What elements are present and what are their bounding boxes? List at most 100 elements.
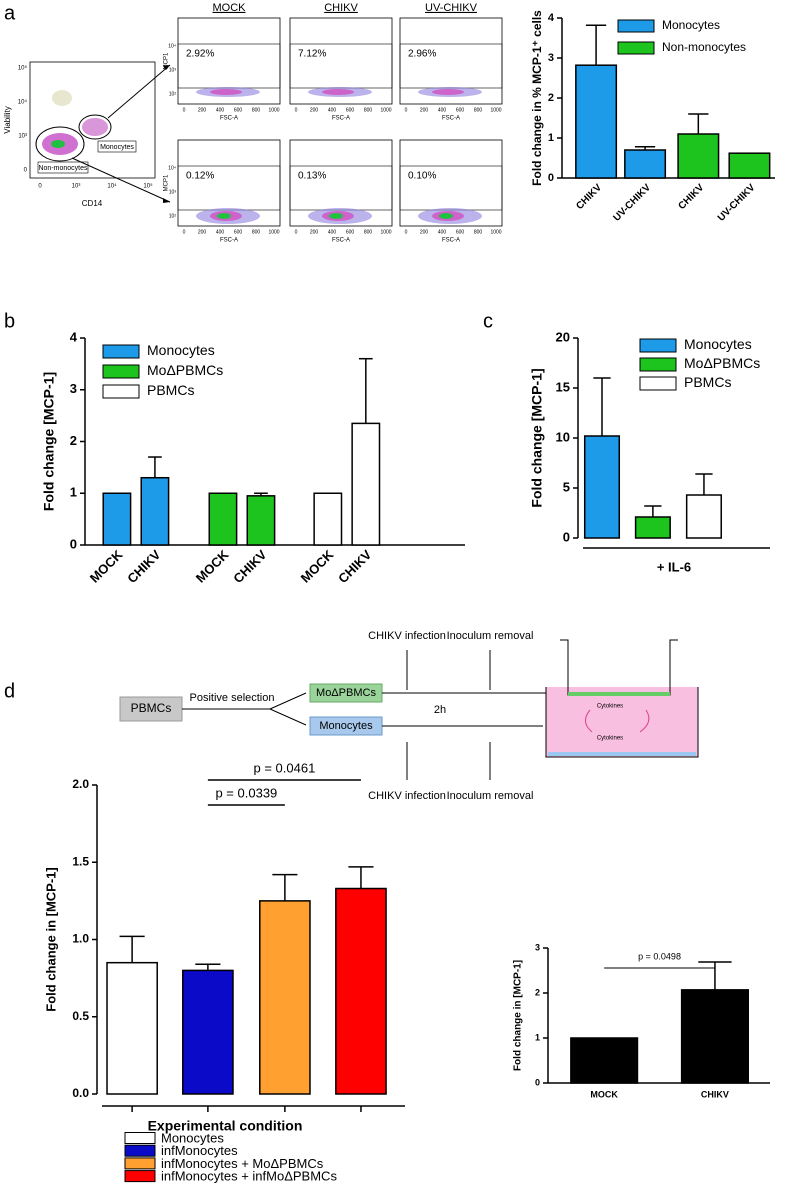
y-tick-label: 15 bbox=[556, 379, 570, 394]
y-tick-label: 4 bbox=[548, 12, 555, 24]
insert bbox=[560, 639, 678, 696]
y-tick-label: 0.5 bbox=[72, 1009, 89, 1023]
tick-label: 0 bbox=[38, 184, 42, 190]
y-tick-label: 1 bbox=[70, 485, 77, 500]
tick-label: 10⁴ bbox=[168, 165, 176, 171]
y-axis-label: Fold change in [MCP-1] bbox=[43, 867, 58, 1011]
gate bbox=[78, 114, 112, 140]
gate-percent: 0.13% bbox=[298, 171, 326, 182]
legend-swatch bbox=[639, 376, 677, 391]
p-value: p = 0.0339 bbox=[215, 785, 277, 800]
tick-label: 0 bbox=[405, 107, 408, 113]
gate-percent: 2.96% bbox=[408, 49, 436, 60]
legend-label: MoΔPBMCs bbox=[147, 362, 223, 378]
gate-label: Non-monocytes bbox=[38, 165, 88, 172]
axis-label: FSC-A bbox=[332, 238, 350, 244]
tick-label: 800 bbox=[474, 107, 483, 113]
panel-label: d bbox=[4, 680, 15, 702]
step-label: CHIKV infection bbox=[368, 630, 446, 642]
tick-label: 10³ bbox=[169, 67, 177, 73]
x-tick-label: UV-CHIKV bbox=[716, 182, 758, 224]
gate-label-box bbox=[97, 140, 137, 153]
axis-label: MCP1 bbox=[164, 52, 170, 69]
y-tick-label: 1.0 bbox=[72, 932, 89, 946]
flow-arrow bbox=[639, 709, 650, 733]
time-label: 2h bbox=[434, 704, 446, 716]
tick-label: 10³ bbox=[169, 189, 177, 195]
bar bbox=[728, 152, 771, 179]
y-tick-label: 1.5 bbox=[72, 854, 89, 868]
gate-label: Monocytes bbox=[100, 144, 134, 151]
tick-label: 200 bbox=[420, 107, 429, 113]
tick-label: 800 bbox=[474, 229, 483, 235]
box-label: MoΔPBMCs bbox=[316, 687, 376, 699]
column-header: UV-CHIKV bbox=[425, 2, 478, 14]
p-value: p = 0.0461 bbox=[254, 760, 316, 775]
legend-label: infMonocytes bbox=[161, 1143, 238, 1158]
box-label: PBMCs bbox=[131, 701, 172, 715]
cytokine-label: Cytokines bbox=[597, 736, 623, 742]
cell-layer bbox=[568, 692, 670, 696]
density bbox=[51, 140, 65, 148]
column-header: CHIKV bbox=[324, 2, 358, 14]
tick-label: 10² bbox=[169, 91, 177, 97]
tick-label: 1000 bbox=[380, 107, 391, 113]
diagram: PBMCs Positive selection MoΔPBMCs Monocy… bbox=[119, 630, 699, 802]
x-tick-label: MOCK bbox=[298, 547, 337, 586]
arrow-head bbox=[163, 198, 170, 203]
legend-label: Monocytes bbox=[147, 342, 215, 358]
tick-label: 600 bbox=[456, 107, 465, 113]
well-wall bbox=[545, 687, 699, 758]
tick-label: 10⁵ bbox=[143, 183, 153, 190]
x-tick-label: CHIKV bbox=[701, 1089, 729, 1099]
legend-label: infMonocytes + MoΔPBMCs bbox=[161, 1156, 324, 1171]
bar bbox=[351, 422, 381, 546]
tick-label: 600 bbox=[346, 229, 355, 235]
tick-label: 400 bbox=[328, 107, 337, 113]
tick-label: 0 bbox=[295, 107, 298, 113]
bar bbox=[335, 887, 387, 1095]
step-label: Inoculum removal bbox=[447, 630, 534, 642]
tick-label: 400 bbox=[216, 107, 225, 113]
tick-label: 0 bbox=[405, 229, 408, 235]
legend-label: PBMCs bbox=[684, 374, 731, 390]
tick-label: 1000 bbox=[490, 107, 501, 113]
axis-label: FSC-A bbox=[442, 238, 460, 244]
bar bbox=[685, 494, 722, 539]
y-tick-label: 0.0 bbox=[72, 1086, 89, 1100]
gate-percent: 7.12% bbox=[298, 49, 326, 60]
tick-label: 10⁴ bbox=[107, 183, 117, 190]
flow-arrow bbox=[585, 709, 593, 733]
y-tick-label: 0 bbox=[548, 172, 554, 184]
x-tick-label: CHIKV bbox=[335, 547, 374, 586]
bar bbox=[313, 492, 343, 546]
panel-label: c bbox=[483, 310, 493, 332]
bar bbox=[246, 495, 276, 546]
y-tick-label: 2 bbox=[70, 433, 77, 448]
cytokine-label: Cytokines bbox=[597, 704, 623, 710]
bar bbox=[208, 492, 238, 546]
axis-label: Viability bbox=[3, 106, 12, 133]
legend-label: PBMCs bbox=[147, 382, 194, 398]
legend-swatch bbox=[124, 1144, 156, 1157]
legend-label: infMonocytes + infMoΔPBMCs bbox=[161, 1169, 337, 1184]
y-axis-label: Fold change [MCP-1] bbox=[41, 372, 57, 511]
tick-label: 600 bbox=[346, 107, 355, 113]
tick-label: 600 bbox=[234, 229, 243, 235]
tick-label: 1000 bbox=[380, 229, 391, 235]
density bbox=[322, 89, 354, 95]
y-tick-label: 3 bbox=[70, 381, 77, 396]
panel-label: a bbox=[4, 2, 16, 24]
y-axis-label: Fold change in [MCP-1] bbox=[513, 960, 524, 1071]
legend-swatch bbox=[124, 1157, 156, 1170]
y-tick-label: 1 bbox=[548, 132, 554, 144]
y-tick-label: 1 bbox=[535, 1032, 540, 1042]
y-tick-label: 3 bbox=[548, 52, 554, 64]
axis-label: FSC-A bbox=[442, 116, 460, 122]
gate-percent: 0.10% bbox=[408, 171, 436, 182]
y-tick-label: 0 bbox=[535, 1077, 540, 1087]
x-axis-label: + IL-6 bbox=[657, 559, 691, 574]
legend-swatch bbox=[639, 338, 677, 353]
tick-label: 10² bbox=[169, 213, 177, 219]
x-tick-label: UV-CHIKV bbox=[611, 182, 653, 224]
